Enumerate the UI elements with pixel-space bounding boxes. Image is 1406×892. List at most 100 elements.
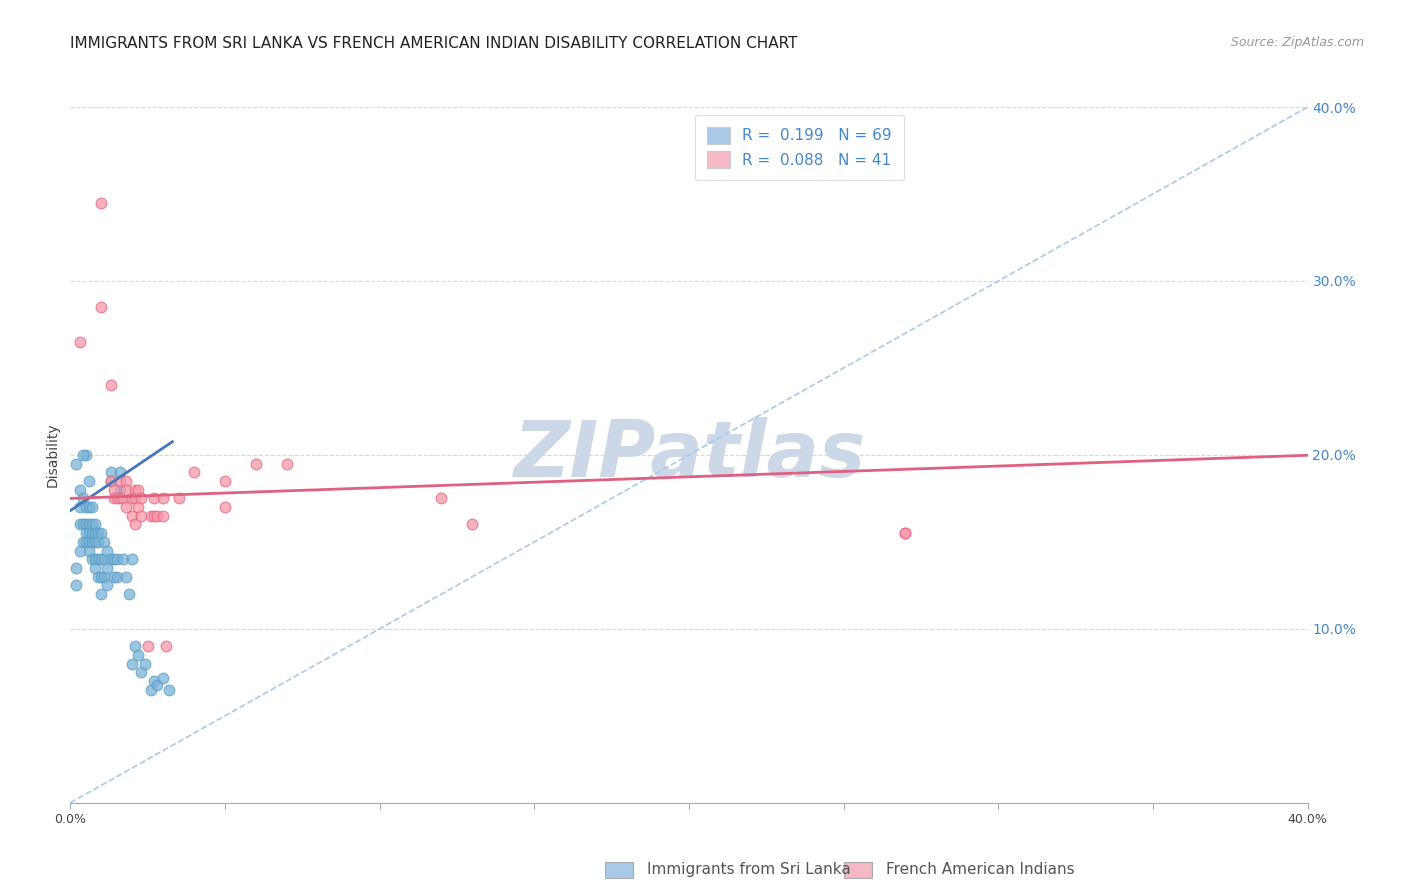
Point (100, 552, 122, 566)
Point (124, 639, 146, 653)
Point (77, 526, 100, 541)
Point (124, 517, 146, 532)
Point (75, 517, 97, 532)
Point (96, 543, 118, 558)
Point (105, 570, 128, 584)
Point (80, 517, 103, 532)
Point (100, 474, 122, 488)
Point (121, 657, 143, 671)
Point (69, 543, 91, 558)
Point (69, 334, 91, 349)
Point (72, 517, 94, 532)
Point (87, 526, 110, 541)
Point (75, 500, 97, 514)
Text: ZIPatlas: ZIPatlas (513, 417, 865, 493)
Point (69, 500, 91, 514)
Point (121, 508, 143, 523)
Point (90, 552, 112, 566)
Point (108, 491, 131, 506)
Point (167, 491, 190, 506)
Point (127, 500, 149, 514)
Point (142, 491, 165, 506)
Point (124, 483, 146, 497)
Point (108, 466, 131, 480)
Point (152, 671, 174, 685)
Point (134, 657, 156, 671)
Point (96, 561, 118, 575)
Point (115, 483, 138, 497)
Point (894, 526, 917, 541)
Point (139, 508, 162, 523)
Text: Immigrants from Sri Lanka: Immigrants from Sri Lanka (647, 863, 851, 877)
Point (155, 639, 177, 653)
Point (127, 648, 149, 662)
Point (115, 500, 138, 514)
Point (90, 526, 112, 541)
Point (93, 534, 115, 549)
Point (142, 674, 165, 689)
Point (93, 570, 115, 584)
Point (84, 517, 107, 532)
Point (276, 457, 298, 471)
Point (105, 491, 128, 506)
Point (108, 474, 131, 488)
Point (77, 474, 100, 488)
Point (105, 552, 128, 566)
Text: French American Indians: French American Indians (886, 863, 1074, 877)
Point (84, 552, 107, 566)
Point (90, 300, 112, 314)
Point (111, 552, 134, 566)
Point (100, 474, 122, 488)
Point (124, 491, 146, 506)
Point (183, 466, 205, 480)
Point (461, 517, 484, 532)
Point (72, 448, 94, 462)
Point (146, 677, 169, 691)
Point (131, 508, 153, 523)
Point (115, 474, 138, 488)
Point (93, 552, 115, 566)
Point (152, 491, 174, 506)
Point (65, 578, 87, 592)
Point (139, 682, 162, 697)
Point (136, 639, 159, 653)
Text: IMMIGRANTS FROM SRI LANKA VS FRENCH AMERICAN INDIAN DISABILITY CORRELATION CHART: IMMIGRANTS FROM SRI LANKA VS FRENCH AMER… (70, 36, 797, 51)
Point (87, 570, 110, 584)
Point (77, 517, 100, 532)
Point (80, 526, 103, 541)
Point (115, 570, 138, 584)
Point (72, 491, 94, 506)
Point (146, 508, 169, 523)
Point (111, 491, 134, 506)
Point (80, 552, 103, 566)
Point (87, 552, 110, 566)
Point (118, 587, 141, 601)
Point (65, 457, 87, 471)
Point (157, 682, 180, 697)
Point (430, 491, 453, 506)
Point (87, 534, 110, 549)
Point (214, 474, 236, 488)
Point (84, 534, 107, 549)
Point (69, 483, 91, 497)
Point (75, 526, 97, 541)
Point (100, 466, 122, 480)
Point (131, 665, 153, 680)
Point (103, 483, 125, 497)
Point (75, 534, 97, 549)
Point (245, 457, 267, 471)
Point (77, 500, 100, 514)
Point (80, 534, 103, 549)
Point (894, 526, 917, 541)
Point (103, 491, 125, 506)
Point (84, 526, 107, 541)
Point (90, 570, 112, 584)
Point (77, 534, 100, 549)
Point (96, 578, 118, 592)
Point (80, 500, 103, 514)
Point (90, 195, 112, 210)
Point (108, 483, 131, 497)
Point (69, 517, 91, 532)
Point (65, 561, 87, 575)
Point (142, 508, 165, 523)
